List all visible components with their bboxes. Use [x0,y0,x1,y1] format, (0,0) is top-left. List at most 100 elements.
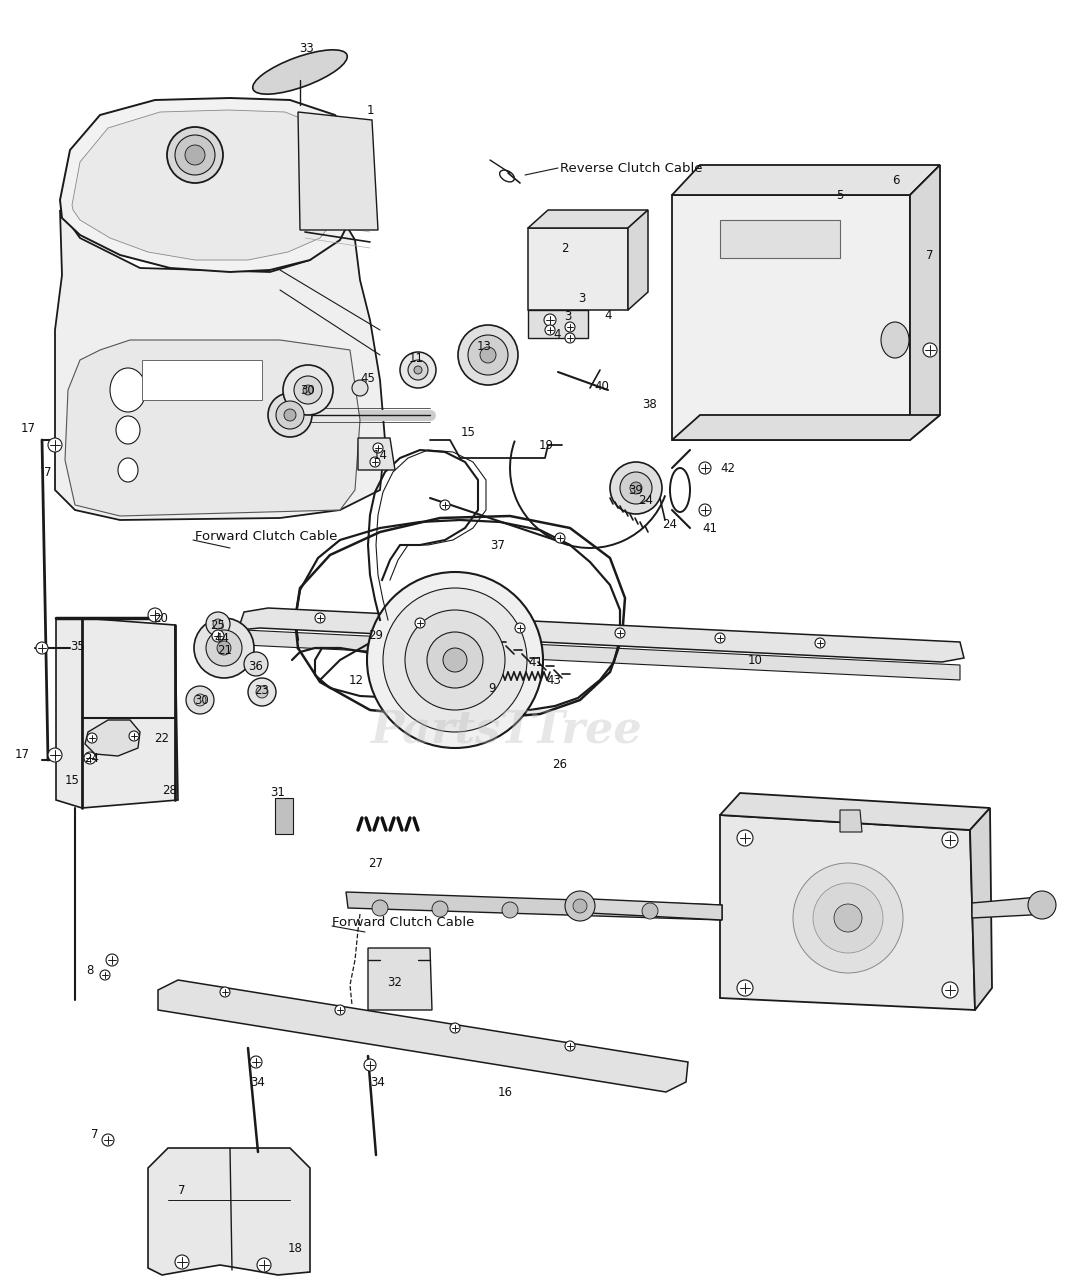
Circle shape [923,343,937,357]
Text: 34: 34 [370,1075,385,1088]
Circle shape [1028,891,1056,919]
Circle shape [405,611,505,710]
Circle shape [175,134,215,175]
Polygon shape [969,808,992,1010]
Text: 3: 3 [564,310,571,323]
Circle shape [277,401,305,429]
Text: 35: 35 [71,640,85,653]
Polygon shape [628,210,648,310]
Circle shape [572,902,587,918]
Ellipse shape [116,416,140,444]
Polygon shape [244,630,960,680]
Text: 7: 7 [926,248,934,261]
Polygon shape [148,1148,310,1275]
Polygon shape [65,340,360,516]
Text: 34: 34 [251,1075,266,1088]
Circle shape [615,628,625,637]
Text: 33: 33 [299,41,314,55]
Text: Reverse Clutch Cable: Reverse Clutch Cable [560,161,703,174]
Text: 7: 7 [91,1129,99,1142]
Ellipse shape [881,323,909,358]
Text: 24: 24 [638,494,653,507]
Text: 42: 42 [721,462,736,475]
Circle shape [370,457,380,467]
Circle shape [364,1059,376,1071]
Circle shape [175,1254,189,1268]
Circle shape [555,532,565,543]
Circle shape [714,634,725,643]
Text: 17: 17 [14,748,29,760]
Circle shape [408,360,428,380]
Circle shape [415,618,425,628]
Circle shape [100,970,110,980]
Circle shape [367,572,543,748]
Text: 39: 39 [628,484,643,497]
Circle shape [699,504,711,516]
Text: 19: 19 [538,439,553,452]
Ellipse shape [253,50,348,95]
Circle shape [206,630,242,666]
Circle shape [335,1005,345,1015]
Circle shape [148,608,162,622]
Text: 21: 21 [217,644,232,657]
Circle shape [129,731,139,741]
Bar [720,220,840,259]
Circle shape [373,443,383,453]
Circle shape [620,472,652,504]
Text: 31: 31 [270,786,285,799]
Circle shape [443,648,467,672]
Text: 45: 45 [360,371,376,384]
Text: 24: 24 [85,751,99,764]
Polygon shape [672,415,940,440]
Circle shape [574,899,587,913]
Circle shape [294,376,322,404]
Circle shape [565,891,595,922]
Circle shape [87,733,97,742]
Text: 44: 44 [214,631,229,645]
Text: 30: 30 [300,384,315,397]
Circle shape [737,829,753,846]
Text: 36: 36 [249,659,264,672]
Text: 13: 13 [477,339,492,352]
Polygon shape [238,608,964,662]
Text: 4: 4 [605,308,612,321]
Text: 10: 10 [748,654,763,667]
Circle shape [565,323,575,332]
Circle shape [102,1134,114,1146]
Text: 41: 41 [703,521,718,535]
Polygon shape [358,438,395,470]
Polygon shape [55,210,385,520]
Text: 30: 30 [195,694,210,707]
Text: 24: 24 [663,517,678,530]
Circle shape [213,620,223,628]
Text: PartsTTree: PartsTTree [370,708,641,751]
Circle shape [414,366,422,374]
Circle shape [631,483,642,494]
Circle shape [480,347,496,364]
Circle shape [256,686,268,698]
Polygon shape [528,228,628,310]
Polygon shape [910,165,940,440]
Circle shape [502,902,518,918]
Circle shape [546,325,555,335]
Polygon shape [368,948,431,1010]
Text: 41: 41 [528,655,543,668]
Ellipse shape [118,458,138,483]
Circle shape [834,904,862,932]
Text: 18: 18 [287,1242,302,1254]
Text: 37: 37 [491,539,506,552]
Text: 26: 26 [552,758,567,771]
Circle shape [431,901,448,916]
Circle shape [257,1258,271,1272]
Text: 3: 3 [578,292,585,305]
Text: 29: 29 [368,628,383,641]
Text: 23: 23 [255,684,269,696]
Circle shape [220,987,230,997]
Circle shape [48,748,62,762]
Circle shape [268,393,312,436]
Text: 11: 11 [409,352,424,365]
Circle shape [565,333,575,343]
Circle shape [699,462,711,474]
Text: 14: 14 [372,448,387,462]
Circle shape [515,623,525,634]
